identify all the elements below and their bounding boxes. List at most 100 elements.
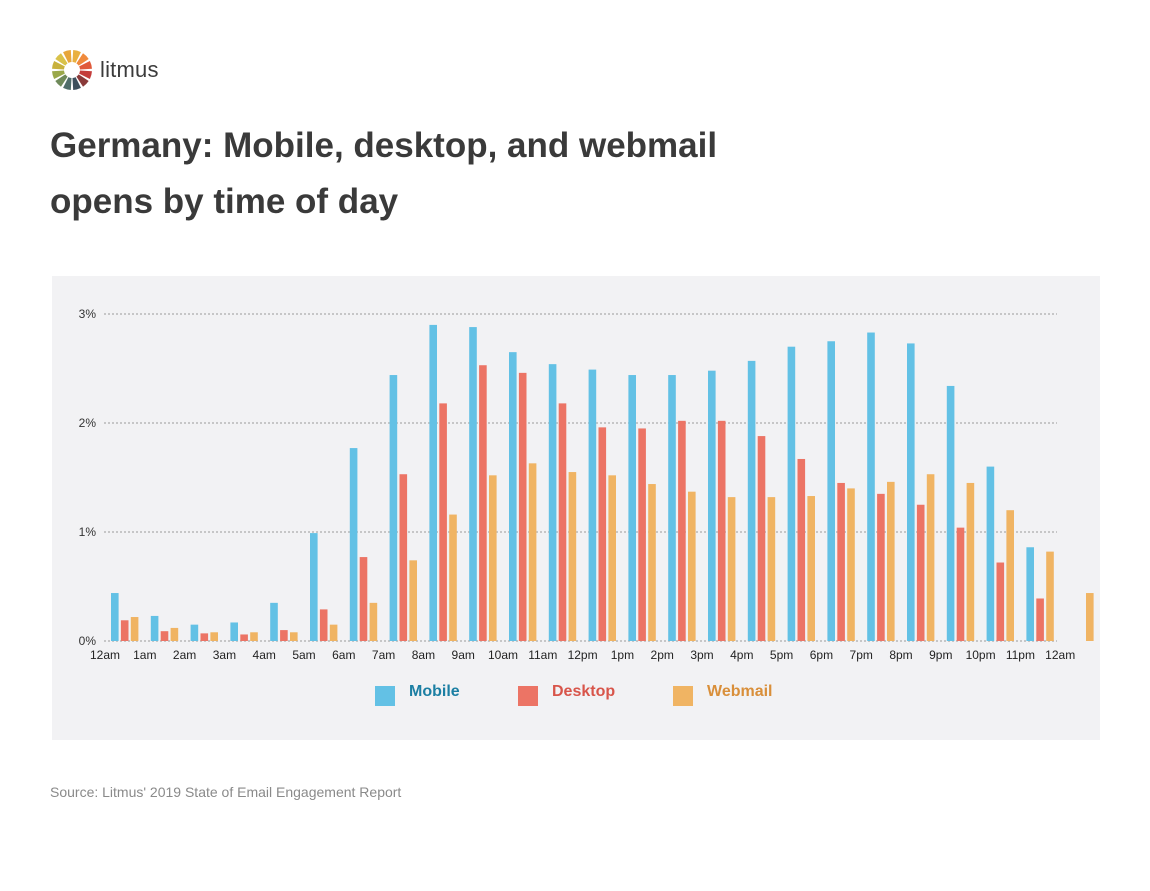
bar-desktop-6am: [359, 557, 368, 641]
bar-webmail-6pm: [847, 488, 855, 641]
bar-mobile-8am: [429, 324, 437, 641]
bar-webmail-9am: [489, 475, 497, 641]
y-tick-label: 1%: [79, 525, 97, 539]
x-tick-label: 8am: [412, 648, 435, 662]
chart-panel: 0% 1% 2% 3% 12am 1am 2am 3am 4am 5am 6am 7am 8am 9am 1…: [52, 276, 1100, 740]
bar-desktop-8pm: [916, 504, 925, 641]
bar-mobile-4pm: [747, 360, 756, 641]
bar-desktop-12pm: [598, 427, 607, 641]
bar-desktop-5pm: [797, 458, 806, 641]
bar-webmail-1am: [170, 627, 179, 641]
bar-desktop-11am: [558, 403, 567, 641]
logo-segment: [79, 61, 92, 70]
bar-mobile-3am: [230, 622, 238, 641]
y-tick-label: 3%: [79, 307, 97, 321]
litmus-logo: litmus: [50, 48, 159, 92]
bar-desktop-7pm: [877, 493, 885, 641]
logo-segment: [79, 70, 92, 79]
x-tick-label: 9am: [452, 648, 475, 662]
y-tick-label: 2%: [79, 416, 97, 430]
x-tick-label: 10am: [488, 648, 518, 662]
bar-mobile-10am: [509, 352, 517, 641]
bar-webmail-4am: [290, 632, 298, 641]
bar-mobile-8pm: [907, 343, 915, 641]
bar-desktop-2am: [200, 633, 209, 641]
source-note: Source: Litmus' 2019 State of Email Enga…: [50, 784, 402, 800]
bar-desktop-1am: [160, 631, 169, 641]
legend-label-desktop: Desktop: [552, 683, 616, 700]
x-tick-label: 12am: [90, 648, 120, 662]
bar-mobile-5pm: [787, 346, 796, 641]
bar-mobile-7pm: [867, 332, 875, 641]
x-tick-label: 10pm: [966, 648, 996, 662]
bar-mobile-11pm: [1026, 547, 1034, 641]
bar-desktop-4pm: [757, 436, 766, 641]
legend-item-mobile: Mobile: [375, 683, 460, 706]
x-tick-label: 1pm: [611, 648, 634, 662]
x-tick-label: 2am: [173, 648, 196, 662]
logo-segment: [52, 61, 65, 70]
x-tick-label: 7pm: [850, 648, 873, 662]
x-tick-label: 11am: [528, 648, 557, 662]
logo-segment: [72, 50, 81, 63]
legend-item-desktop: Desktop: [518, 683, 616, 706]
bar-webmail-11am: [568, 472, 577, 641]
bar-mobile-3pm: [708, 370, 716, 641]
x-tick-label: 5pm: [770, 648, 793, 662]
bar-mobile-6pm: [827, 341, 835, 641]
legend-label-mobile: Mobile: [409, 683, 460, 700]
bar-desktop-1pm: [638, 428, 646, 641]
y-tick-label: 0%: [79, 634, 97, 648]
bar-webmail-7am: [409, 560, 417, 641]
bar-desktop-10pm: [996, 562, 1005, 641]
litmus-logo-icon: [52, 50, 92, 90]
x-tick-label: 4pm: [730, 648, 753, 662]
logo-segment: [76, 74, 89, 87]
x-tick-label: 9pm: [929, 648, 952, 662]
bar-webmail-12am: [1086, 593, 1094, 641]
bar-mobile-10pm: [986, 466, 995, 641]
logo-segment: [63, 50, 72, 63]
legend-swatch-mobile: [375, 686, 395, 706]
bar-desktop-7am: [399, 474, 408, 641]
x-tick-label: 8pm: [889, 648, 912, 662]
x-tick-label: 6pm: [810, 648, 833, 662]
x-tick-label: 5am: [292, 648, 315, 662]
bar-mobile-6am: [349, 448, 358, 641]
legend-label-webmail: Webmail: [707, 683, 773, 700]
title-line-2: opens by time of day: [50, 182, 399, 221]
bar-webmail-3pm: [727, 497, 736, 641]
bar-desktop-6pm: [837, 482, 845, 641]
brand-name: litmus: [100, 57, 159, 82]
bar-desktop-11pm: [1036, 598, 1044, 641]
bar-mobile-1pm: [628, 375, 636, 641]
bar-desktop-12am: [120, 620, 129, 641]
bar-webmail-12pm: [608, 475, 616, 641]
bar-webmail-3am: [250, 632, 258, 641]
bar-mobile-2am: [190, 624, 199, 641]
x-tick-label: 3pm: [690, 648, 713, 662]
bar-desktop-4am: [280, 630, 288, 641]
bar-webmail-5am: [329, 624, 338, 641]
bar-webmail-9pm: [966, 482, 975, 641]
bar-mobile-1am: [150, 615, 159, 641]
x-tick-label: 4am: [253, 648, 276, 662]
bar-mobile-12pm: [588, 369, 597, 641]
page-title: Germany: Mobile, desktop, and webmail op…: [50, 118, 810, 230]
bar-desktop-9pm: [956, 527, 965, 641]
x-tick-label: 12pm: [568, 648, 598, 662]
bar-desktop-8am: [439, 403, 447, 641]
legend-item-webmail: Webmail: [673, 683, 773, 706]
bar-mobile-7am: [389, 375, 398, 641]
x-tick-label: 12am: [1045, 648, 1075, 662]
chart-legend: Mobile Desktop Webmail: [0, 683, 1150, 716]
x-tick-label: 6am: [332, 648, 355, 662]
bar-mobile-12am: [111, 593, 119, 641]
bar-webmail-8am: [449, 514, 457, 641]
bar-webmail-12am: [130, 617, 139, 641]
bar-desktop-3pm: [717, 420, 726, 641]
logo-segment: [55, 74, 68, 87]
legend-swatch-desktop: [518, 686, 538, 706]
bar-webmail-2pm: [688, 491, 696, 641]
bar-chart: 0% 1% 2% 3% 12am 1am 2am 3am 4am 5am 6am 7am 8am 9am 1…: [79, 307, 1094, 662]
